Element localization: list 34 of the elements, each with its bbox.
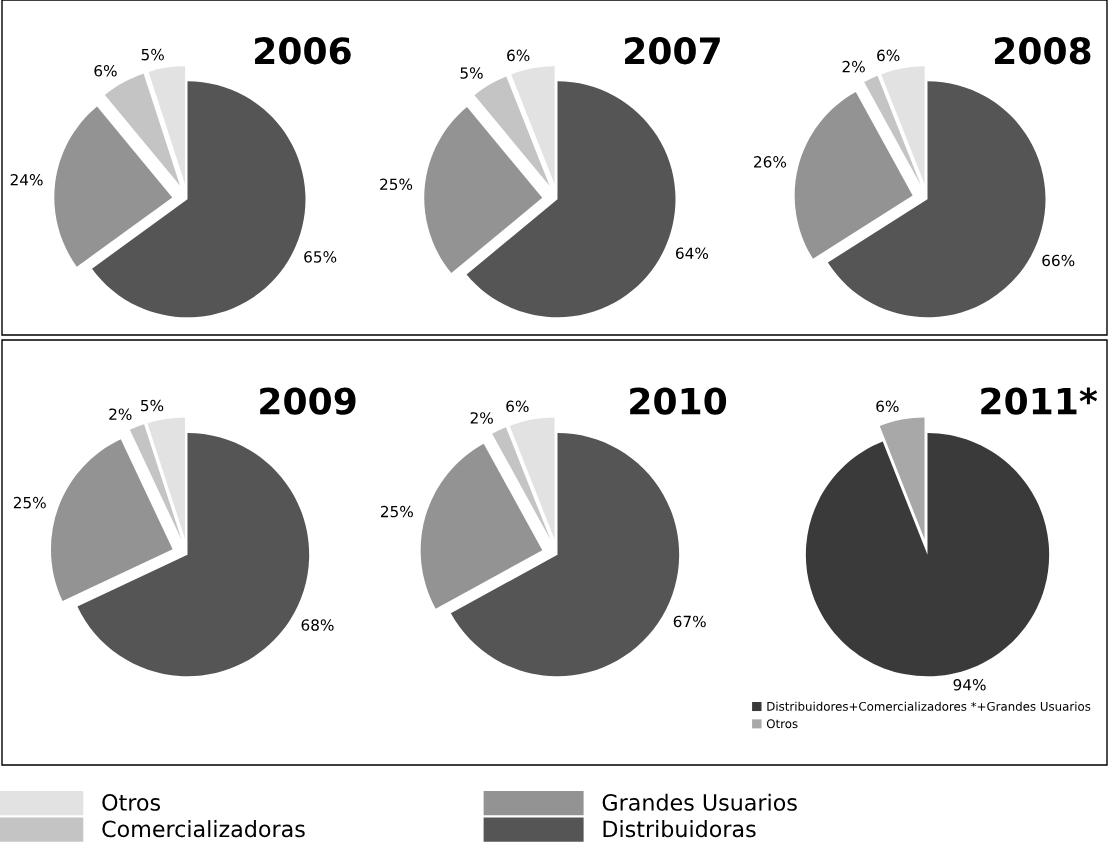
chart-title: 2007 xyxy=(625,37,720,65)
data-label: 5% xyxy=(141,48,164,61)
data-label: 2% xyxy=(842,60,865,73)
data-label: 94% xyxy=(953,679,986,691)
data-label: 2% xyxy=(109,408,132,420)
data-label: 24% xyxy=(10,173,43,186)
data-label: 65% xyxy=(304,251,337,263)
chart-title: 2011* xyxy=(981,387,1098,415)
data-label: 25% xyxy=(13,496,46,509)
legend-label: Distribuidores+Comercializadores *+Grandes Usuarios xyxy=(767,701,1091,711)
data-label: 68% xyxy=(301,619,334,631)
data-label: 2% xyxy=(470,412,493,424)
chart-title: 2006 xyxy=(255,37,351,65)
legend-label: Grandes Usuarios xyxy=(602,793,797,811)
legend-label: Comercializadoras xyxy=(102,820,305,838)
legend-label: Otros xyxy=(102,794,161,811)
chart-title: 2010 xyxy=(630,387,727,415)
legend-label: Distribuidoras xyxy=(603,820,756,838)
chart-title: 2008 xyxy=(995,37,1091,65)
data-label: 66% xyxy=(1042,254,1075,267)
data-label: 6% xyxy=(506,400,529,413)
data-label: 5% xyxy=(141,399,164,412)
data-label: 6% xyxy=(876,400,899,413)
data-label: 5% xyxy=(460,67,483,79)
legend-label: Otros xyxy=(766,719,798,729)
data-label: 64% xyxy=(676,247,709,259)
data-label: 25% xyxy=(380,178,413,191)
data-label: 6% xyxy=(94,64,117,77)
data-label: 6% xyxy=(877,49,900,62)
data-label: 25% xyxy=(380,505,413,518)
data-label: 6% xyxy=(507,49,530,62)
chart-title: 2009 xyxy=(260,387,356,415)
data-label: 26% xyxy=(754,156,787,168)
data-label: 67% xyxy=(673,615,706,628)
